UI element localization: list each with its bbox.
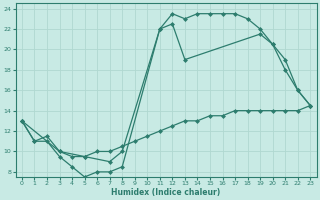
- X-axis label: Humidex (Indice chaleur): Humidex (Indice chaleur): [111, 188, 221, 197]
